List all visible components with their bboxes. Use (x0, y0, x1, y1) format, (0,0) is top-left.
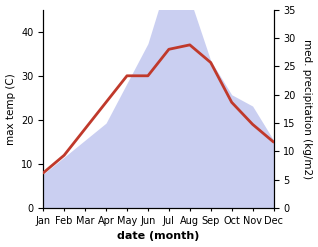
Y-axis label: med. precipitation (kg/m2): med. precipitation (kg/m2) (302, 39, 313, 179)
X-axis label: date (month): date (month) (117, 231, 200, 242)
Y-axis label: max temp (C): max temp (C) (5, 73, 16, 145)
